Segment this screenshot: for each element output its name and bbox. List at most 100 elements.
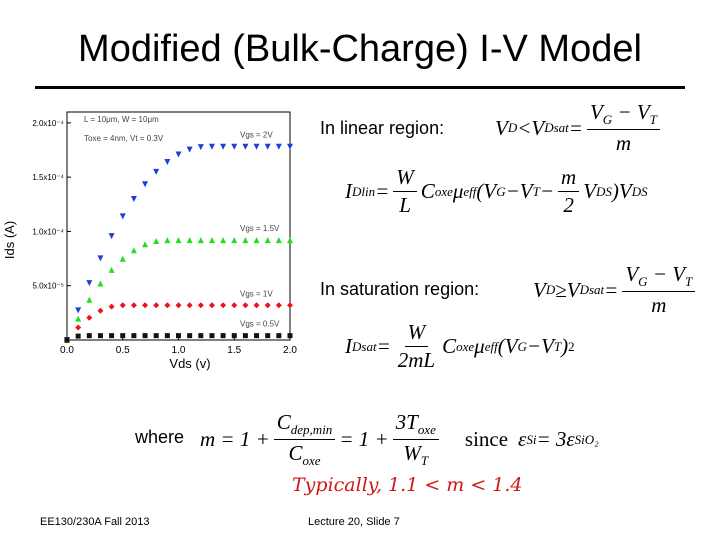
math-symbol: V <box>672 262 686 286</box>
math-symbol: V <box>618 179 632 203</box>
data-point <box>264 143 271 150</box>
data-point <box>197 144 204 151</box>
math-text: ) <box>611 179 619 203</box>
data-point <box>97 280 104 287</box>
subscript: D <box>545 282 556 297</box>
series-label: Vgs = 0.5V <box>240 320 280 329</box>
data-point <box>164 302 171 309</box>
data-point <box>119 255 126 262</box>
math-symbol: ε <box>566 427 575 451</box>
math-text: − <box>612 100 637 124</box>
subscript: oxe <box>434 183 453 199</box>
math-symbol: V <box>636 100 650 124</box>
data-point <box>108 266 115 273</box>
data-point <box>220 143 227 150</box>
data-point <box>242 302 249 309</box>
math-text: 3 <box>395 410 407 434</box>
data-point <box>142 333 148 339</box>
data-point <box>242 333 248 339</box>
math-text: < <box>517 115 532 140</box>
data-point <box>64 337 70 343</box>
data-point <box>153 302 160 309</box>
math-text: = <box>568 115 583 140</box>
data-point <box>175 237 182 244</box>
data-point <box>108 233 115 240</box>
data-point <box>186 237 193 244</box>
data-point <box>109 333 115 339</box>
subscript: Dsat <box>352 338 377 354</box>
data-point <box>97 333 103 339</box>
data-point <box>86 296 93 303</box>
data-point <box>75 315 82 322</box>
x-tick-label: 1.5 <box>227 345 241 356</box>
data-point <box>275 143 282 150</box>
equation: m = 1 + Cdep,min Coxe = 1 + 3Toxe WT since ε… <box>200 410 599 469</box>
math-symbol: V <box>583 179 597 203</box>
x-axis-label: Vds (v) <box>169 356 210 371</box>
math-symbol: ε <box>518 427 527 451</box>
denominator: m <box>648 292 669 318</box>
data-point <box>86 314 93 321</box>
data-point <box>130 195 137 202</box>
subscript: oxe <box>302 453 321 468</box>
math-symbol: V <box>566 277 580 302</box>
y-tick-label: 5.0x10⁻⁵ <box>32 282 64 291</box>
data-point <box>287 237 293 244</box>
numerator: Cdep,min <box>273 410 336 440</box>
denominator: 2 <box>560 192 577 218</box>
data-point <box>131 333 137 339</box>
subscript: Dlin <box>352 183 376 199</box>
y-tick-label: 2.0x10⁻⁴ <box>32 119 64 128</box>
label: In saturation region: <box>320 279 480 299</box>
math-symbol: μ <box>474 334 485 358</box>
series-label: Vgs = 1V <box>240 289 273 298</box>
math-text: W <box>396 165 414 189</box>
data-point <box>86 280 93 287</box>
math-symbol: C <box>420 179 435 203</box>
math-text: 2mL <box>397 348 436 372</box>
data-point <box>75 333 81 339</box>
numerator: VG − VT <box>586 100 660 130</box>
subscript: G <box>638 274 648 289</box>
math-text: L <box>399 193 411 217</box>
subscript: T <box>685 274 693 289</box>
math-text: 2 <box>563 193 574 217</box>
subscript: SiO₂ <box>574 431 599 447</box>
fraction: VG − VT m <box>622 262 696 318</box>
handwritten-note: Typically, 1.1 < m < 1.4 <box>292 474 523 496</box>
fraction: Cdep,min Coxe <box>273 410 336 469</box>
data-point <box>264 302 271 309</box>
subscript: DS <box>631 183 648 199</box>
data-point <box>253 302 260 309</box>
data-point <box>254 333 260 339</box>
data-point <box>142 302 149 309</box>
subscript: Dsat <box>579 282 605 297</box>
data-point <box>176 333 181 339</box>
data-point <box>231 143 238 150</box>
footer-left: EE130/230A Fall 2013 <box>40 516 150 528</box>
slide-title: Modified (Bulk-Charge) I-V Model <box>78 28 642 70</box>
label: In linear region: <box>320 118 445 138</box>
data-point <box>287 302 293 309</box>
data-point <box>242 143 249 150</box>
x-tick-label: 0.5 <box>116 345 130 356</box>
data-point <box>142 181 149 188</box>
subscript: oxe <box>456 338 475 354</box>
subscript: T <box>532 183 540 199</box>
denominator: 2mL <box>395 347 438 373</box>
data-point <box>97 255 104 262</box>
data-point <box>164 237 171 244</box>
math-text: − <box>539 179 555 203</box>
data-point <box>153 168 160 175</box>
superscript: 2 <box>568 338 575 354</box>
data-point <box>197 302 204 309</box>
subscript: G <box>496 183 506 199</box>
subscript: G <box>517 338 527 354</box>
data-point <box>265 333 271 339</box>
math-symbol: V <box>533 277 546 302</box>
footer-center: Lecture 20, Slide 7 <box>308 516 400 528</box>
subscript: T <box>649 112 657 127</box>
data-point <box>209 333 215 339</box>
